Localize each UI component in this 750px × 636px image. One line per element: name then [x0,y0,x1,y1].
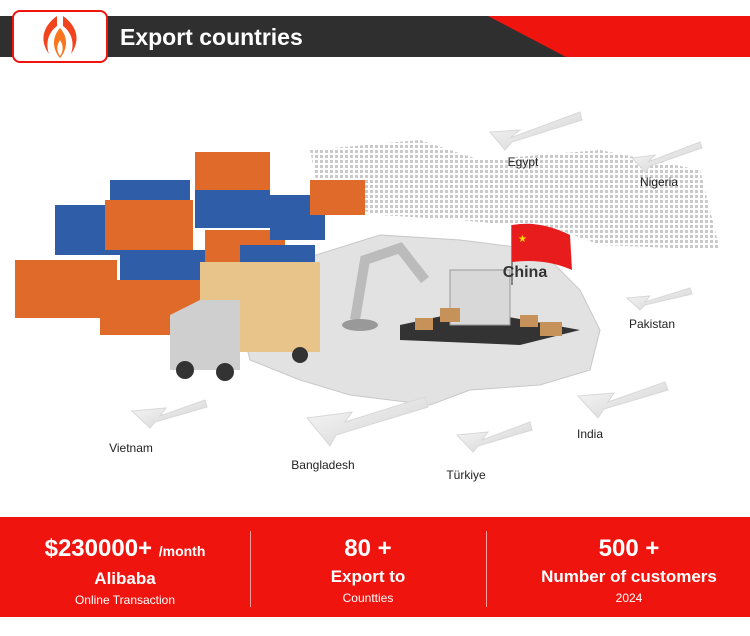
stat-subtitle: Countties [342,591,394,605]
header-red-accent [488,16,750,57]
brand-logo [12,10,108,63]
stat-export: 80 + Export to Countties [250,517,486,617]
china-flag: ★ [511,223,572,285]
illustration-graphic: ★ [15,111,720,453]
divider [486,531,487,607]
label-china: China [502,264,548,281]
label-pakistan: Pakistan [628,317,676,331]
stats-band: $230000+ /month Alibaba Online Transacti… [0,517,750,617]
stat-value: $230000+ [44,535,153,562]
label-vietnam: Vietnam [109,441,153,455]
stat-value: 500 + [598,535,660,562]
label-egypt: Egypt [507,155,539,169]
label-turkiye: Türkiye [446,468,486,482]
header-bar [0,16,750,57]
world-map-dots [310,140,720,250]
label-bangladesh: Bangladesh [291,458,355,472]
stat-title: Export to [330,567,406,586]
stat-subtitle: 2024 [615,591,643,605]
direction-arrows [130,111,703,453]
label-india: India [576,427,604,441]
page-title: Export countries [120,24,303,50]
divider [250,531,251,607]
stat-subtitle: Online Transaction [74,593,176,607]
stat-customers: 500 + Number of customers 2024 [486,517,750,617]
factory-conveyor [400,269,580,345]
delivery-truck [170,262,320,381]
robot-arm [342,242,429,331]
stat-value: 80 + [344,535,392,562]
flame-icon [43,15,77,58]
stat-transactions: $230000+ /month Alibaba Online Transacti… [0,517,250,617]
svg-text:★: ★ [518,234,527,245]
export-illustration: ★ Egypt Nigeria China Pakistan India Tür… [0,70,750,510]
stat-unit: /month [158,543,206,559]
stat-title: Number of customers [541,567,717,586]
stat-title: Alibaba [94,569,156,588]
label-nigeria: Nigeria [639,175,679,189]
